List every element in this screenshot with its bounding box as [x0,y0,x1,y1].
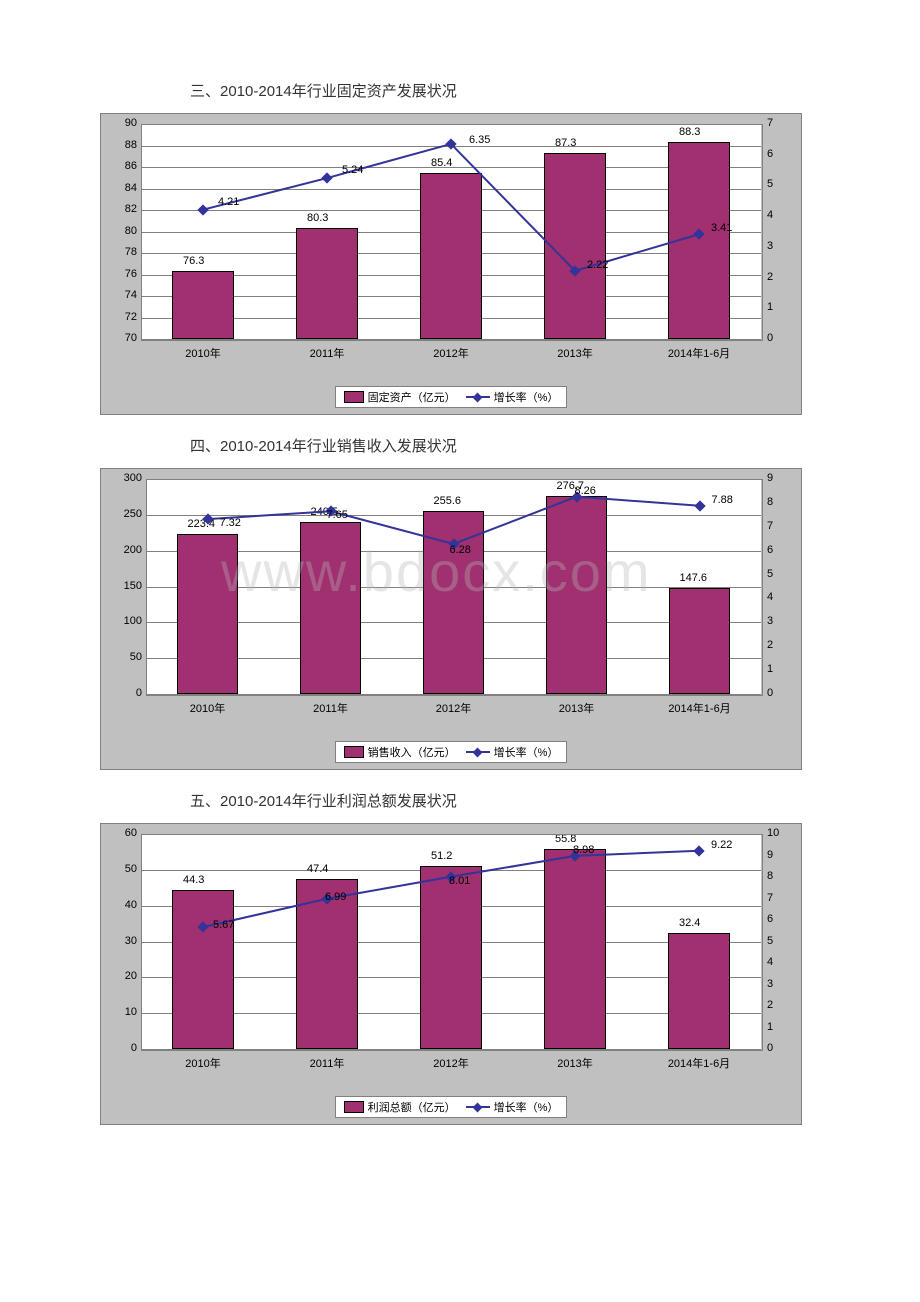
chart-area: 70727476788082848688900123456776.32010年8… [100,113,802,415]
legend-bar-swatch [344,391,364,403]
legend-bar-swatch [344,746,364,758]
legend-line-swatch [466,1106,490,1108]
chart-title: 三、2010-2014年行业固定资产发展状况 [190,80,820,101]
plot-border [141,834,763,1051]
legend: 利润总额（亿元） 增长率（%） [101,1096,801,1118]
legend-bar-label: 固定资产（亿元） [368,389,456,405]
chart-block: 三、2010-2014年行业固定资产发展状况 707274767880828486… [100,80,820,415]
legend-line-label: 增长率（%） [494,744,559,760]
legend-bar-swatch [344,1101,364,1113]
legend-bar-label: 销售收入（亿元） [368,744,456,760]
legend-line-swatch [466,751,490,753]
plot-border [141,124,763,341]
chart-area: 0501001502002503000123456789223.42010年24… [100,468,802,770]
legend: 销售收入（亿元） 增长率（%） [101,741,801,763]
legend-line-label: 增长率（%） [494,1099,559,1115]
chart-area: 010203040506001234567891044.32010年47.420… [100,823,802,1125]
chart-title: 五、2010-2014年行业利润总额发展状况 [190,790,820,811]
chart-block: 四、2010-2014年行业销售收入发展状况 050100150200250300… [100,435,820,770]
chart-block: 五、2010-2014年行业利润总额发展状况 010203040506001234… [100,790,820,1125]
legend-line-swatch [466,396,490,398]
plot-border [146,479,763,696]
legend-bar-label: 利润总额（亿元） [368,1099,456,1115]
legend: 固定资产（亿元） 增长率（%） [101,386,801,408]
legend-line-label: 增长率（%） [494,389,559,405]
chart-title: 四、2010-2014年行业销售收入发展状况 [190,435,820,456]
